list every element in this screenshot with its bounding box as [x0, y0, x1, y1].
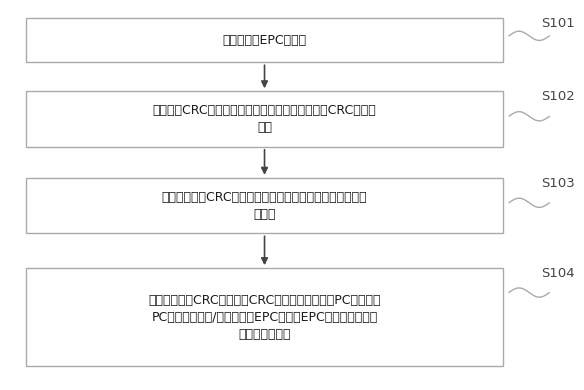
Text: S102: S102 — [541, 90, 575, 103]
Text: S104: S104 — [541, 267, 575, 280]
Text: S101: S101 — [541, 18, 575, 30]
FancyBboxPatch shape — [26, 91, 503, 147]
Text: 若确定标签的CRC码与目标CRC码相同，但标签的PC码与目标
PC码不相同，和/或，标签的EPC与目标EPC不相同，则确定
标签为非法标签: 若确定标签的CRC码与目标CRC码相同，但标签的PC码与目标 PC码不相同，和/… — [148, 294, 381, 340]
FancyBboxPatch shape — [26, 178, 503, 234]
Text: S103: S103 — [541, 177, 575, 190]
Text: 读取标签的EPC区数据: 读取标签的EPC区数据 — [223, 34, 307, 47]
Text: 若确定标签的CRC码不存在于标签数据表，则确定标签为非
法标签: 若确定标签的CRC码不存在于标签数据表，则确定标签为非 法标签 — [162, 191, 367, 221]
Text: 将标签的CRC码与预先设定的标签数据表中的目标CRC码进行
对比: 将标签的CRC码与预先设定的标签数据表中的目标CRC码进行 对比 — [152, 104, 377, 134]
FancyBboxPatch shape — [26, 268, 503, 366]
FancyBboxPatch shape — [26, 18, 503, 62]
